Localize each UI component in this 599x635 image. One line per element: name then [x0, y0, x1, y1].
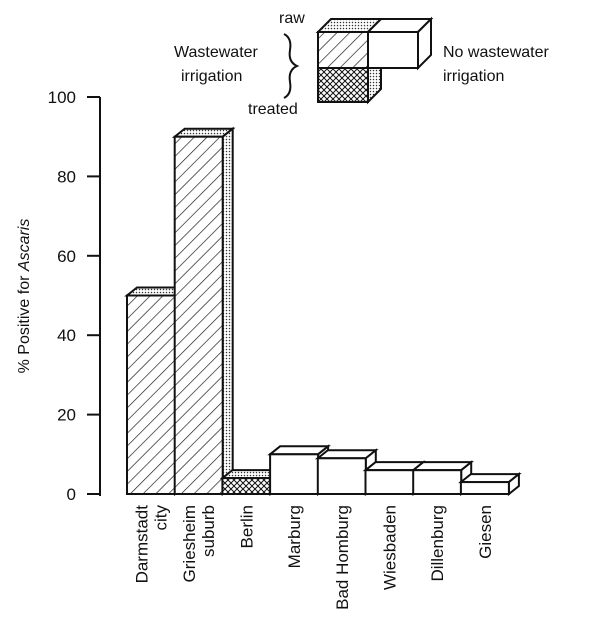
legend-no-wastewater-label-line2: irrigation [443, 68, 504, 85]
y-tick-label: 80 [57, 167, 76, 186]
x-tick-label: Marburg [285, 505, 304, 568]
x-tick-label: Giesen [476, 505, 495, 559]
bar-front-face [269, 453, 320, 495]
x-tick-label-line: city [152, 505, 171, 531]
y-tick-label: 0 [67, 485, 76, 504]
legend-raw-label: raw [279, 10, 305, 27]
x-tick-label: Berlin [237, 505, 256, 548]
bar-front-face [364, 469, 415, 495]
legend-wastewater-label-line2: irrigation [181, 68, 242, 85]
x-tick-label-line: Giesen [476, 505, 495, 559]
bar [458, 472, 522, 497]
x-tick-label-line: Bad Homburg [333, 505, 352, 610]
bar-front-face [126, 294, 176, 495]
legend-wastewater-label-line1: Wastewater [174, 44, 259, 61]
bar [171, 126, 236, 497]
x-tick-label-line: Wiesbaden [381, 505, 400, 590]
y-tick-label: 40 [57, 326, 76, 345]
legend-treated-label: treated [248, 101, 298, 118]
y-tick-label: 100 [48, 88, 76, 107]
bar-front-face [459, 481, 510, 495]
x-tick-label: Darmstadt city [133, 505, 171, 584]
bar-front-face [173, 135, 224, 495]
y-axis: 0 20 40 60 80 100 % Positive for Ascaris [16, 88, 101, 504]
legend: raw Wastewater irrigation treated No was… [174, 10, 549, 118]
x-tick-label-line: Marburg [285, 505, 304, 568]
x-tick-label: Wiesbaden [381, 505, 400, 590]
y-axis-label-prefix: % Positive for [16, 271, 33, 373]
y-tick-label: 20 [57, 406, 76, 425]
x-tick-label-line: Darmstadt [133, 505, 152, 584]
y-axis-label: % Positive for Ascaris [16, 219, 33, 374]
x-axis-labels: Darmstadt city Griesheim suburb Berlin Marbur… [133, 505, 495, 610]
legend-no-wastewater-label-line1: No wastewater [443, 44, 549, 61]
legend-no-wastewater-swatch [365, 16, 434, 71]
x-tick-label-line: Griesheim [180, 505, 199, 582]
x-tick-label-line: Berlin [237, 505, 256, 548]
x-tick-label: Griesheim suburb [180, 505, 218, 582]
bar-side-face [221, 126, 234, 497]
bar-front-face [221, 477, 272, 495]
bar-front-face [412, 469, 463, 495]
legend-brace [283, 33, 300, 99]
bars [124, 126, 522, 497]
y-tick-label: 60 [57, 247, 76, 266]
legend-treated-swatch [317, 52, 382, 105]
x-tick-label-line: Dillenburg [428, 505, 447, 582]
y-axis-ticks: 0 20 40 60 80 100 [48, 88, 100, 504]
x-tick-label-line: suburb [199, 505, 218, 557]
x-tick-label: Dillenburg [428, 505, 447, 582]
y-axis-label-italic: Ascaris [16, 219, 33, 272]
bar-front-face [316, 457, 367, 495]
x-tick-label: Bad Homburg [333, 505, 352, 610]
